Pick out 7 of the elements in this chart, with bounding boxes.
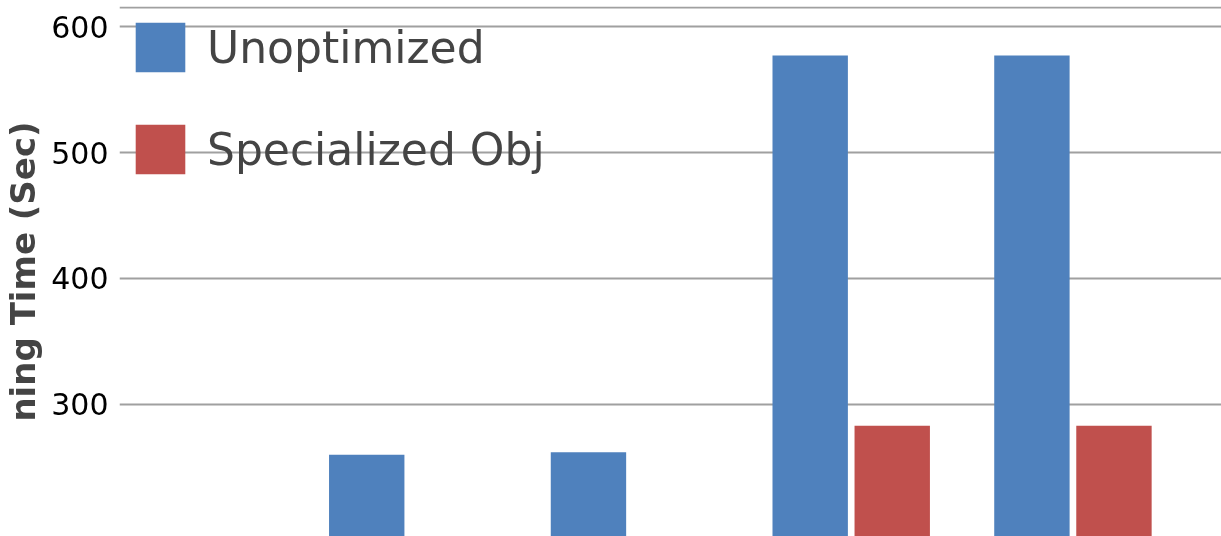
legend-label: Unoptimized — [207, 21, 485, 73]
y-tick-label: 500 — [51, 135, 109, 171]
y-axis-title: ning Time (Sec) — [3, 121, 44, 422]
legend-label: Specialized Obj — [207, 123, 545, 175]
y-tick-label: 600 — [51, 9, 109, 45]
y-tick-label: 400 — [51, 261, 109, 297]
y-tick-label: 300 — [51, 387, 109, 423]
